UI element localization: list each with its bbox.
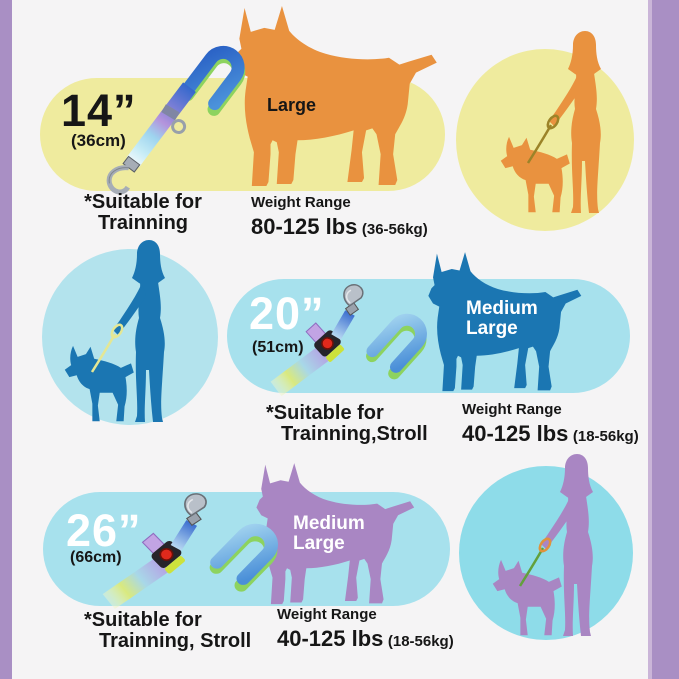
leash-product-14in	[106, 45, 246, 195]
size-cm-14: (36cm)	[71, 131, 126, 150]
weight-lbs: 80-125 lbs	[251, 214, 358, 239]
weight-range-block: Weight Range 80-125 lbs (36-56kg)	[251, 194, 428, 240]
dog-size-line-2: Large	[466, 318, 518, 339]
weight-kg: (36-56kg)	[361, 221, 428, 238]
right-border-strip	[648, 0, 679, 679]
weight-range-block: Weight Range 40-125 lbs (18-56kg)	[462, 401, 639, 447]
size-label-26: 26”	[66, 505, 142, 556]
woman-walking-dog-scene	[492, 454, 593, 636]
suitable-line-1: *Suitable for	[84, 191, 202, 213]
suitable-line-2: Trainning,Stroll	[281, 423, 428, 445]
suitable-line-2: Trainning, Stroll	[99, 630, 252, 652]
suitable-line-2: Trainning	[98, 212, 188, 234]
weight-lbs: 40-125 lbs	[277, 626, 384, 651]
weight-range-title: Weight Range	[251, 194, 351, 211]
weight-range-title: Weight Range	[462, 401, 562, 418]
scene-circle-20	[42, 249, 218, 425]
woman-walking-dog-scene	[64, 240, 165, 422]
scene-ellipse-14	[456, 49, 634, 231]
suitable-note: *Suitable for Trainning	[67, 192, 219, 234]
size-label-20: 20”	[249, 288, 325, 339]
suitable-note: *Suitable for Trainning,Stroll	[266, 403, 428, 445]
weight-kg: (18-56kg)	[387, 633, 454, 650]
scene-leash-handle	[538, 537, 552, 553]
dog-size-line-1: Medium	[466, 298, 538, 319]
dog-size-line-1: Medium	[293, 513, 365, 534]
weight-lbs: 40-125 lbs	[462, 421, 569, 446]
weight-kg: (18-56kg)	[572, 428, 639, 445]
scene-leash-handle	[546, 114, 560, 130]
weight-range-block: Weight Range 40-125 lbs (18-56kg)	[277, 606, 454, 652]
size-label-14: 14”	[61, 85, 137, 136]
suitable-note: *Suitable for Trainning, Stroll	[84, 610, 251, 652]
dog-size-label: Medium Large	[466, 299, 538, 339]
size-cm-20: (51cm)	[252, 339, 304, 356]
suitable-line-1: *Suitable for	[84, 609, 202, 631]
suitable-line-1: *Suitable for	[266, 402, 384, 424]
size-cm-26: (66cm)	[70, 549, 122, 566]
dog-size-line-2: Large	[293, 533, 345, 554]
large-dog-silhouette	[233, 5, 437, 187]
woman-walking-dog-scene	[500, 31, 601, 213]
weight-range-title: Weight Range	[277, 606, 377, 623]
dog-size-label: Large	[267, 95, 317, 115]
left-border-strip	[0, 0, 12, 679]
scene-leash-handle	[110, 323, 124, 339]
dog-size-label: Medium Large	[293, 514, 365, 554]
